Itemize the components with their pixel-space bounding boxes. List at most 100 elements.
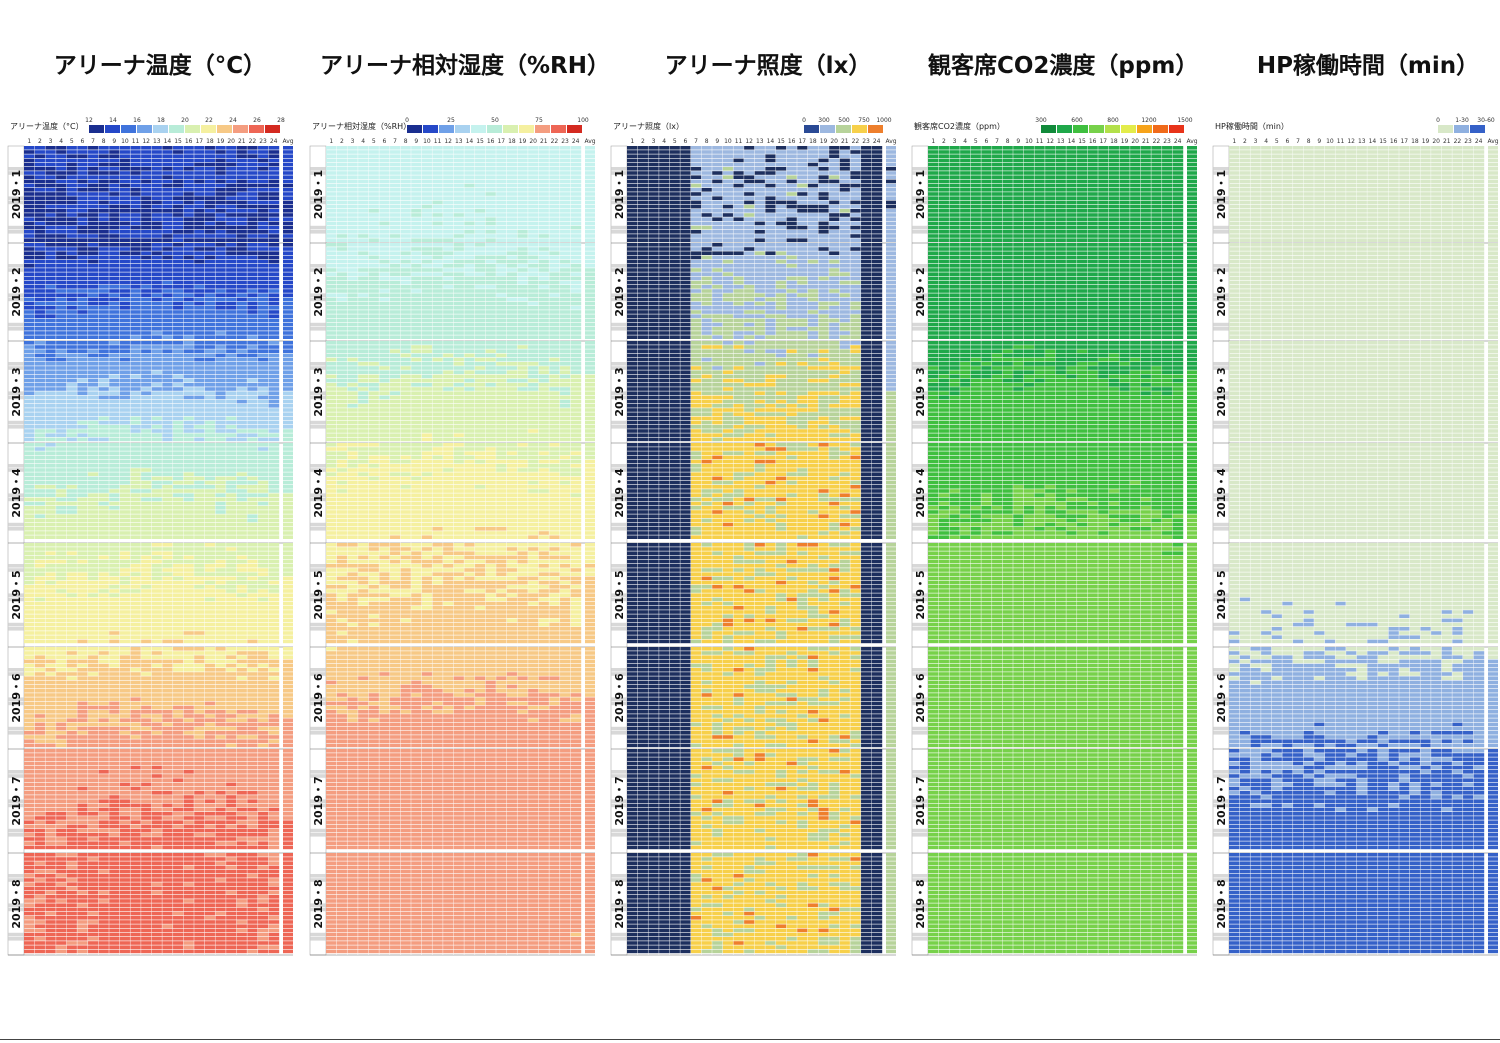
heatmap-cell	[88, 175, 99, 179]
avg-cell	[283, 833, 293, 837]
heatmap-cell	[173, 577, 184, 581]
heatmap-cell	[130, 404, 141, 408]
heatmap-cell	[237, 472, 248, 476]
heatmap-cell	[247, 154, 258, 158]
heatmap-cell	[215, 331, 226, 335]
heatmap-cell	[56, 146, 67, 150]
heatmap-cell	[194, 159, 205, 163]
heatmap-cell	[45, 727, 56, 731]
heatmap-cell	[183, 766, 194, 770]
heatmap-cell	[109, 234, 120, 238]
heatmap-cell	[56, 693, 67, 697]
heatmap-cell	[24, 833, 35, 837]
avg-cell	[283, 766, 293, 770]
heatmap-cell	[56, 581, 67, 585]
heatmap-cell	[88, 447, 99, 451]
heatmap-cell	[268, 857, 279, 861]
heatmap-cell	[205, 196, 216, 200]
heatmap-cell	[237, 787, 248, 791]
heatmap-cell	[173, 447, 184, 451]
heatmap-cell	[109, 702, 120, 706]
heatmap-cell	[130, 812, 141, 816]
heatmap-cell	[247, 150, 258, 154]
heatmap-cell	[77, 543, 88, 547]
heatmap-cell	[56, 150, 67, 154]
heatmap-cell	[152, 366, 163, 370]
heatmap-cell	[120, 564, 131, 568]
heatmap-cell	[45, 417, 56, 421]
heatmap-cell	[77, 281, 88, 285]
legend-tick: 75	[535, 117, 543, 124]
heatmap-cell	[56, 706, 67, 710]
heatmap-cell	[194, 429, 205, 433]
heatmap-cell	[77, 672, 88, 676]
heatmap-cell	[194, 238, 205, 242]
heatmap-cell	[268, 908, 279, 912]
heatmap-cell	[194, 314, 205, 318]
heatmap-cell	[237, 362, 248, 366]
heatmap-cell	[141, 731, 152, 735]
heatmap-cell	[226, 577, 237, 581]
heatmap-cell	[162, 456, 173, 460]
heatmap-cell	[141, 895, 152, 899]
heatmap-cell	[88, 903, 99, 907]
heatmap-cell	[205, 950, 216, 954]
heatmap-cell	[247, 606, 258, 610]
heatmap-cell	[56, 154, 67, 158]
heatmap-cell	[268, 506, 279, 510]
heatmap-cell	[215, 433, 226, 437]
heatmap-cell	[215, 159, 226, 163]
heatmap-cell	[258, 623, 269, 627]
heatmap-cell	[109, 506, 120, 510]
heatmap-cell	[88, 272, 99, 276]
heatmap-cell	[215, 451, 226, 455]
heatmap-cell	[45, 314, 56, 318]
heatmap-cell	[173, 672, 184, 676]
heatmap-cell	[247, 417, 258, 421]
heatmap-cell	[215, 175, 226, 179]
heatmap-cell	[130, 933, 141, 937]
heatmap-cell	[56, 238, 67, 242]
heatmap-cell	[45, 787, 56, 791]
heatmap-cell	[88, 614, 99, 618]
heatmap-cell	[226, 950, 237, 954]
heatmap-cell	[258, 861, 269, 865]
heatmap-cell	[77, 238, 88, 242]
heatmap-cell	[130, 234, 141, 238]
hour-label: 9	[414, 138, 418, 145]
heatmap-cell	[162, 502, 173, 506]
heatmap-cell	[237, 937, 248, 941]
heatmap-cell	[183, 404, 194, 408]
heatmap-cell	[77, 510, 88, 514]
heatmap-cell	[226, 167, 237, 171]
heatmap-cell	[173, 689, 184, 693]
heatmap-cell	[205, 285, 216, 289]
heatmap-cell	[237, 783, 248, 787]
heatmap-cell	[173, 560, 184, 564]
heatmap-cell	[173, 370, 184, 374]
heatmap-cell	[173, 527, 184, 531]
heatmap-cell	[173, 895, 184, 899]
heatmap-cell	[130, 924, 141, 928]
heatmap-cell	[98, 345, 109, 349]
heatmap-cell	[226, 912, 237, 916]
heatmap-cell	[24, 400, 35, 404]
heatmap-cell	[56, 723, 67, 727]
heatmap-cell	[258, 331, 269, 335]
heatmap-cell	[130, 167, 141, 171]
heatmap-cell	[56, 375, 67, 379]
heatmap-cell	[24, 664, 35, 668]
heatmap-cell	[141, 770, 152, 774]
heatmap-cell	[88, 159, 99, 163]
heatmap-cell	[369, 150, 380, 154]
heatmap-cell	[247, 731, 258, 735]
heatmap-cell	[205, 912, 216, 916]
heatmap-cell	[67, 614, 78, 618]
heatmap-cell	[226, 302, 237, 306]
heatmap-cell	[35, 379, 46, 383]
heatmap-cell	[141, 739, 152, 743]
heatmap-cell	[130, 702, 141, 706]
hour-label: 4	[361, 138, 365, 145]
heatmap-cell	[194, 564, 205, 568]
heatmap-cell	[98, 744, 109, 748]
